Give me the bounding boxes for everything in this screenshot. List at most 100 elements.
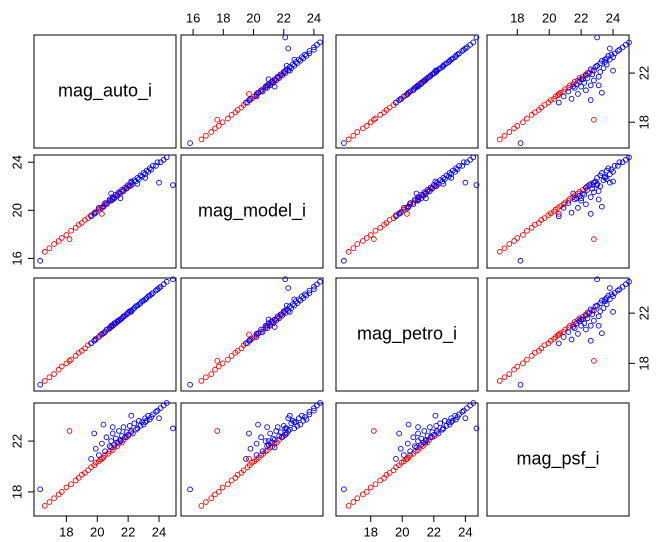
point bbox=[532, 109, 538, 116]
point bbox=[92, 459, 99, 466]
point bbox=[432, 412, 439, 419]
point bbox=[282, 431, 289, 438]
point bbox=[599, 170, 605, 176]
point bbox=[454, 166, 461, 173]
point bbox=[578, 197, 584, 204]
point bbox=[602, 296, 608, 303]
point bbox=[511, 366, 517, 373]
point bbox=[271, 83, 278, 90]
point bbox=[587, 306, 594, 313]
point bbox=[99, 456, 105, 462]
point bbox=[259, 448, 266, 455]
point bbox=[372, 481, 379, 488]
point bbox=[583, 326, 589, 333]
point bbox=[37, 381, 44, 388]
point bbox=[594, 302, 600, 309]
point bbox=[215, 123, 222, 129]
y-tick-label: 20 bbox=[9, 203, 24, 217]
point bbox=[524, 356, 530, 363]
panel bbox=[33, 402, 177, 517]
point bbox=[565, 88, 572, 95]
point bbox=[198, 502, 205, 509]
point bbox=[363, 123, 370, 129]
point bbox=[407, 448, 414, 455]
point bbox=[133, 426, 139, 433]
point bbox=[270, 435, 276, 442]
point bbox=[255, 330, 261, 337]
point bbox=[383, 220, 390, 226]
point bbox=[571, 84, 578, 91]
point bbox=[126, 423, 133, 429]
point bbox=[163, 154, 170, 161]
point bbox=[198, 378, 205, 384]
point bbox=[219, 360, 226, 367]
point bbox=[354, 129, 361, 135]
point bbox=[470, 154, 477, 161]
point bbox=[286, 67, 293, 74]
variable-name: mag_model_i bbox=[198, 200, 306, 221]
point bbox=[514, 235, 521, 241]
point bbox=[68, 356, 74, 363]
point bbox=[405, 89, 412, 96]
point bbox=[587, 194, 594, 200]
panel bbox=[33, 34, 177, 149]
point bbox=[285, 45, 292, 52]
point bbox=[116, 428, 122, 434]
point bbox=[282, 276, 289, 283]
variable-name: mag_auto_i bbox=[58, 80, 152, 101]
point bbox=[393, 456, 399, 462]
point bbox=[63, 360, 70, 367]
panel bbox=[180, 154, 324, 269]
point bbox=[626, 39, 632, 46]
panel bbox=[180, 402, 324, 517]
point bbox=[100, 203, 107, 210]
point bbox=[243, 456, 249, 462]
point bbox=[587, 181, 594, 187]
point bbox=[622, 41, 629, 48]
y-tick-label: 22 bbox=[636, 66, 651, 80]
point bbox=[622, 281, 629, 288]
point bbox=[142, 419, 148, 425]
point bbox=[253, 93, 260, 100]
point bbox=[599, 330, 605, 337]
point bbox=[37, 257, 44, 264]
point bbox=[560, 334, 567, 340]
point bbox=[597, 68, 604, 75]
variable-name: mag_petro_i bbox=[357, 323, 457, 344]
point bbox=[102, 448, 108, 455]
point bbox=[571, 196, 578, 203]
point bbox=[407, 452, 414, 458]
panel bbox=[335, 277, 479, 392]
point bbox=[437, 420, 443, 427]
point bbox=[289, 417, 296, 424]
point bbox=[314, 402, 320, 409]
point bbox=[262, 438, 269, 444]
point bbox=[407, 88, 414, 95]
point bbox=[386, 104, 393, 111]
point bbox=[528, 224, 535, 231]
point bbox=[565, 200, 572, 206]
point bbox=[602, 174, 608, 181]
point bbox=[583, 201, 589, 208]
point bbox=[591, 116, 597, 123]
point bbox=[589, 71, 596, 78]
point bbox=[557, 89, 564, 96]
point bbox=[160, 402, 167, 409]
point bbox=[427, 424, 433, 430]
point bbox=[214, 428, 221, 434]
point bbox=[462, 45, 469, 52]
point bbox=[423, 195, 429, 202]
point bbox=[92, 445, 99, 452]
point bbox=[555, 91, 562, 97]
point bbox=[219, 484, 226, 491]
point bbox=[412, 443, 418, 450]
point bbox=[579, 190, 586, 197]
point bbox=[626, 154, 632, 161]
point bbox=[75, 221, 82, 228]
point bbox=[55, 491, 62, 498]
point bbox=[599, 57, 605, 64]
point bbox=[46, 499, 53, 505]
point bbox=[575, 91, 581, 97]
point bbox=[148, 166, 155, 173]
